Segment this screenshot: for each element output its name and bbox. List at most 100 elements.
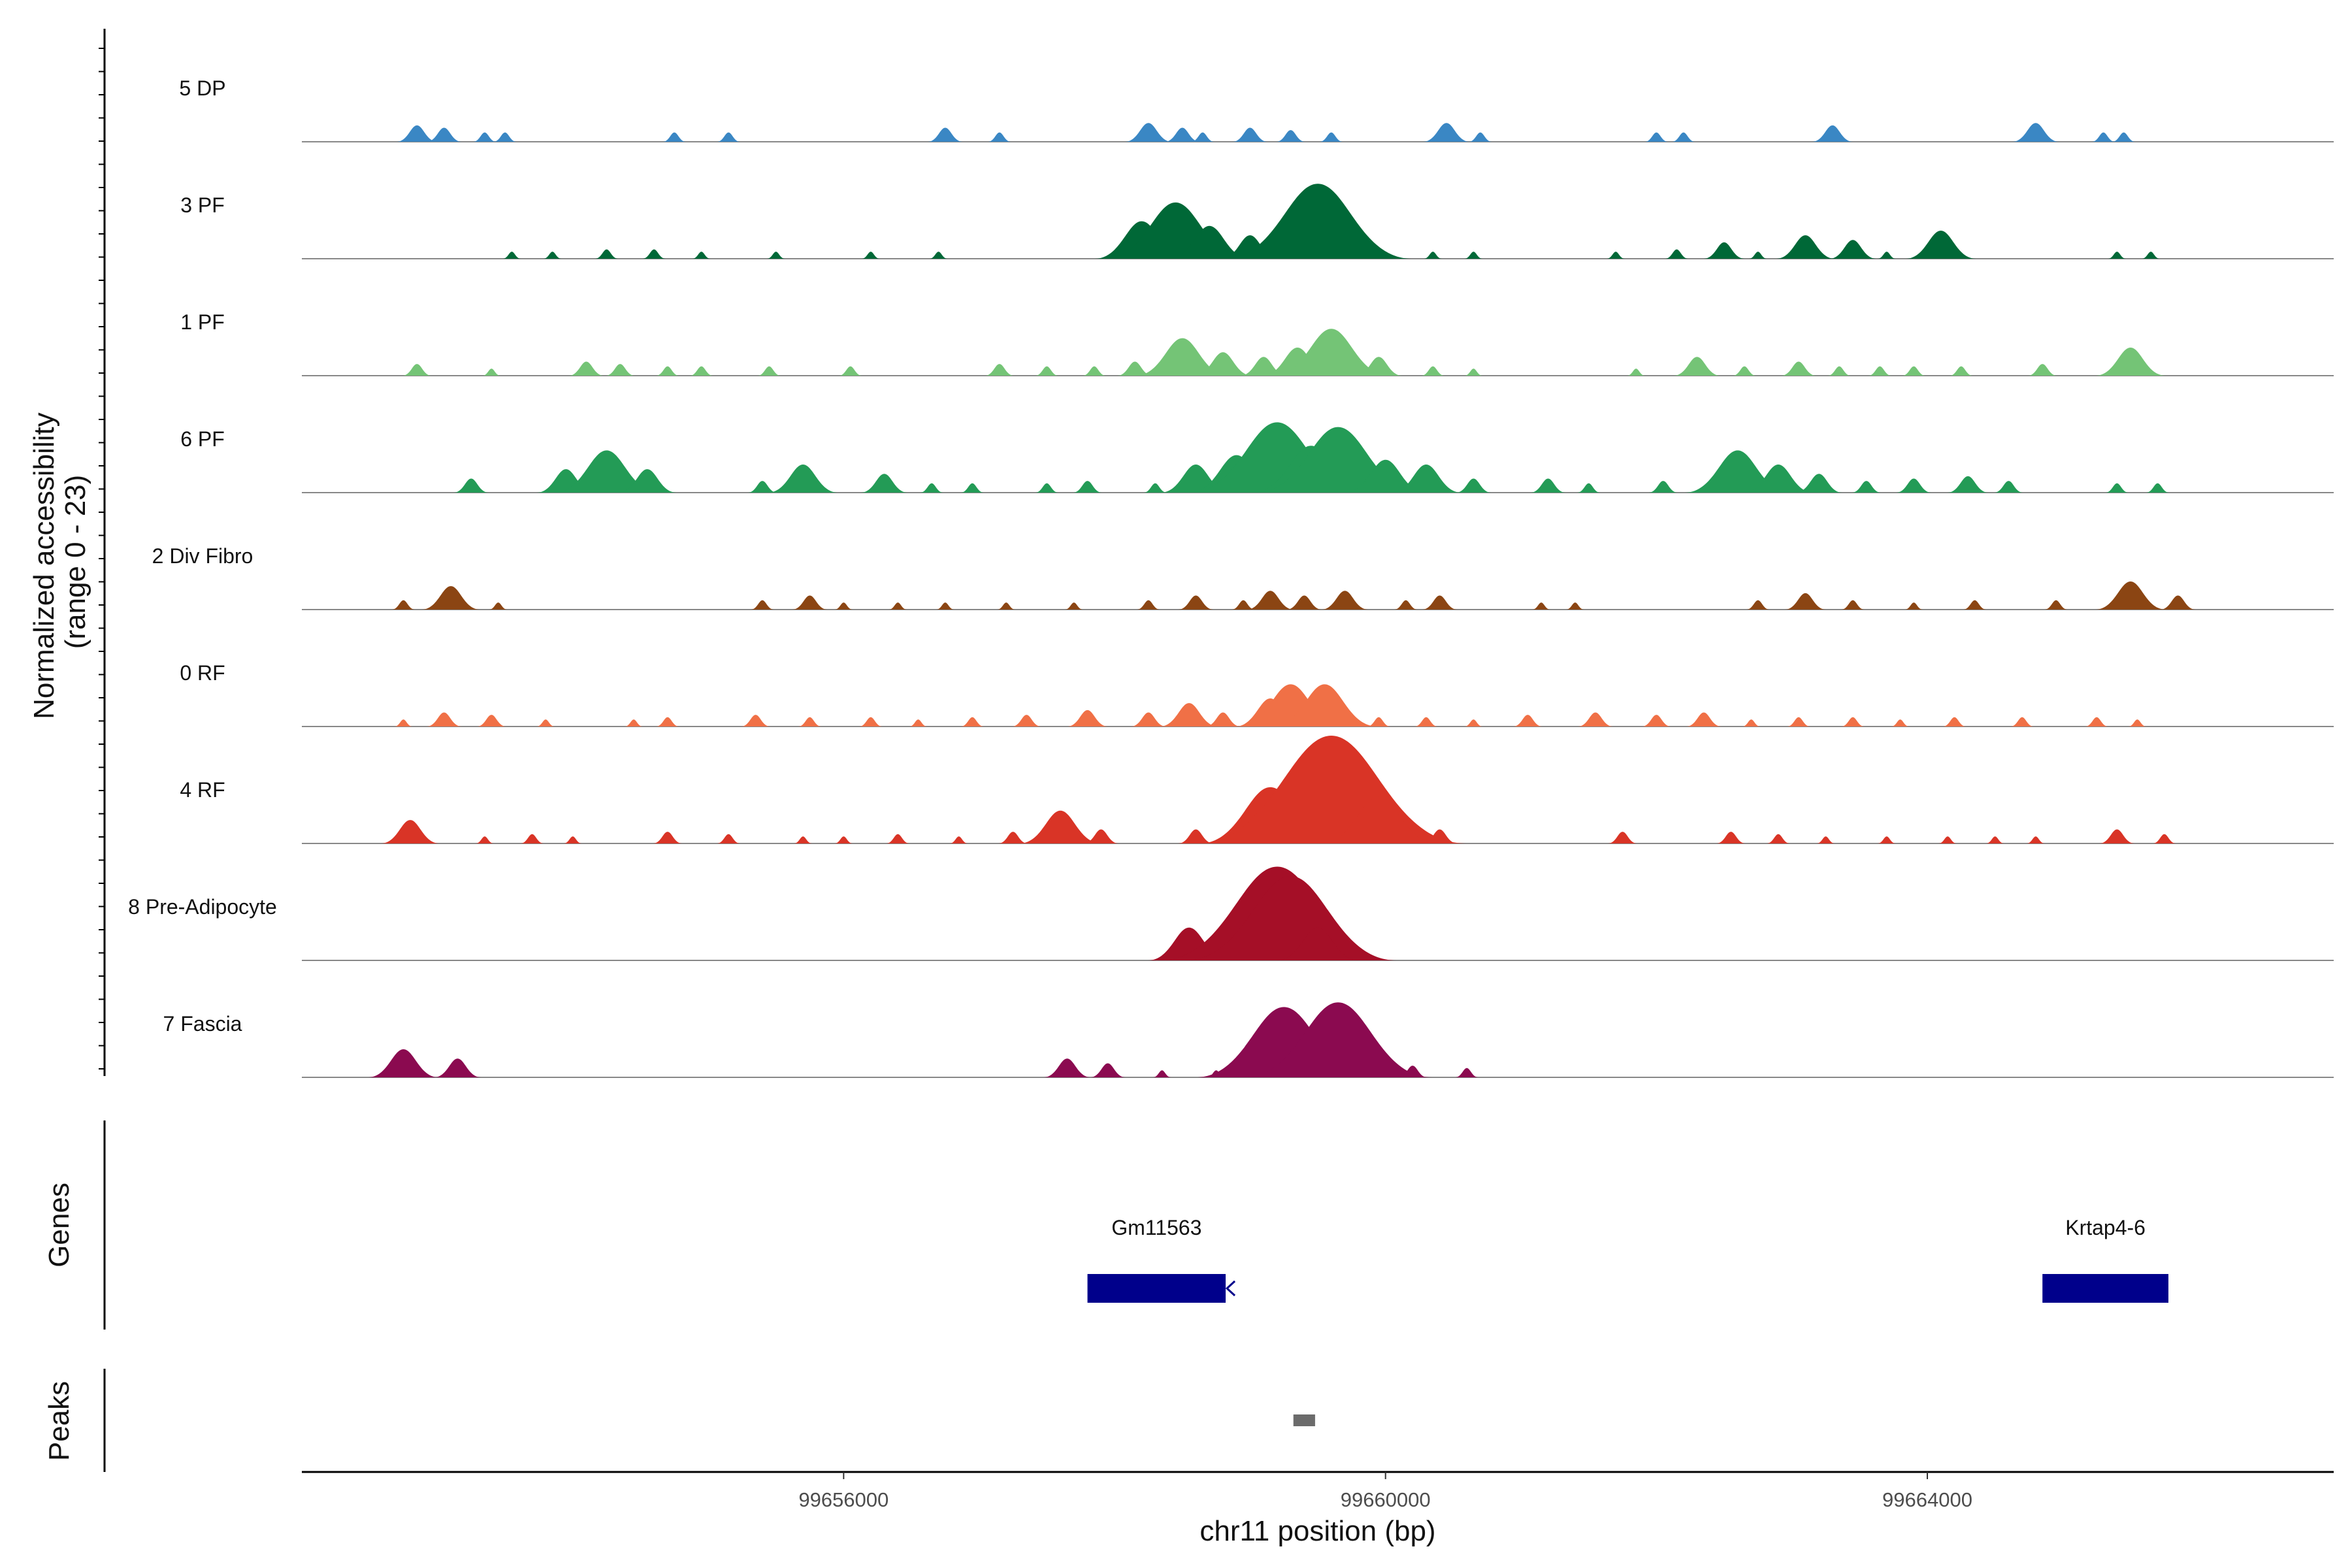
coverage-peak xyxy=(426,712,462,727)
coverage-peak xyxy=(689,366,713,376)
coverage-peak xyxy=(402,364,432,376)
coverage-peak xyxy=(1152,1070,1171,1077)
coverage-peak xyxy=(2095,581,2166,610)
coverage-peak xyxy=(2095,348,2166,376)
x-tick-label: 99660000 xyxy=(1341,1488,1431,1511)
coverage-peak xyxy=(595,249,619,259)
coverage-peak xyxy=(834,836,853,843)
coverage-peak xyxy=(1742,719,1761,727)
coverage-peak xyxy=(1852,481,1882,493)
coverage-peak xyxy=(453,478,489,493)
coverage-peak xyxy=(768,465,839,493)
track-label: 3 PF xyxy=(180,193,225,217)
gene-krtap4-6: Krtap4-6 xyxy=(2042,1216,2168,1303)
gene-label: Gm11563 xyxy=(1111,1216,1201,1239)
coverage-peak xyxy=(1938,836,1957,843)
coverage-peak xyxy=(960,483,985,493)
coverage-peak xyxy=(543,252,562,259)
coverage-peak xyxy=(927,127,963,142)
coverage-peak xyxy=(368,1049,439,1077)
track-label: 7 Fascia xyxy=(163,1012,242,1036)
coverage-peak xyxy=(1468,132,1492,142)
coverage-peak xyxy=(1135,338,1230,376)
coverage-peak xyxy=(1397,1066,1428,1077)
coverage-peak xyxy=(1064,602,1083,610)
coverage-peak xyxy=(861,252,880,259)
coverage-peak xyxy=(2026,836,2045,843)
coverage-peak xyxy=(1905,231,1976,259)
coverage-peak xyxy=(1035,483,1059,493)
coverage-peak xyxy=(1877,252,1896,259)
coverage-peak xyxy=(1090,1063,1126,1077)
coverage-peak xyxy=(1168,225,1251,259)
peak-region xyxy=(1293,1414,1315,1426)
coverage-peak xyxy=(2142,252,2161,259)
coverage-peak xyxy=(1904,602,1923,610)
coverage-peak xyxy=(1456,478,1492,493)
coverage-peak xyxy=(1947,476,1989,493)
coverage-peak xyxy=(1896,478,1932,493)
coverage-peak xyxy=(421,586,481,610)
coverage-peak xyxy=(1083,829,1119,843)
track-3-pf: 3 PF xyxy=(180,184,2334,259)
genes-track-title: Genes xyxy=(43,1183,75,1267)
coverage-peak xyxy=(1665,249,1689,259)
coverage-peak xyxy=(929,252,948,259)
coverage-peak xyxy=(1784,593,1826,610)
coverage-peak xyxy=(1232,600,1255,610)
coverage-peak xyxy=(1244,1002,1433,1077)
coverage-peak xyxy=(1455,1068,1479,1077)
track-4-rf: 4 RF xyxy=(180,736,2334,844)
coverage-peak xyxy=(860,474,908,493)
coverage-peak xyxy=(568,361,604,376)
coverage-peak xyxy=(949,836,968,843)
coverage-peak xyxy=(1232,127,1268,142)
coverage-peak xyxy=(987,132,1011,142)
coverage-peak xyxy=(1766,834,1790,843)
coverage-peak xyxy=(1178,829,1214,843)
coverage-peak xyxy=(2044,600,2068,610)
coverage-peak xyxy=(920,483,944,493)
coverage-peak xyxy=(1321,591,1369,610)
coverage-peak xyxy=(2099,829,2135,843)
track-0-rf: 0 RF xyxy=(180,661,2334,727)
coverage-peak xyxy=(653,832,683,843)
coverage-peak xyxy=(2112,132,2136,142)
coverage-peak xyxy=(1390,465,1462,493)
coverage-peak xyxy=(563,836,582,843)
coverage-peak xyxy=(1993,481,2023,493)
coverage-peak xyxy=(1178,595,1214,610)
y-axis-title-line2: (range 0 - 23) xyxy=(59,475,91,649)
coverage-peak xyxy=(692,252,711,259)
coverage-peak xyxy=(889,602,907,610)
coverage-peak xyxy=(1082,366,1106,376)
coverage-peak xyxy=(1272,329,1390,376)
coverage-peak xyxy=(1035,366,1059,376)
track-1-pf: 1 PF xyxy=(180,310,2334,376)
coverage-peak xyxy=(1787,717,1810,727)
coverage-peak xyxy=(1276,130,1305,142)
coverage-peak xyxy=(1130,712,1166,727)
coverage-peak xyxy=(1565,602,1584,610)
coverage-peak xyxy=(2108,252,2127,259)
coverage-peak xyxy=(394,719,413,727)
coverage-peak xyxy=(909,719,928,727)
coverage-peak xyxy=(1073,481,1102,493)
coverage-peak xyxy=(489,602,508,610)
coverage-peak xyxy=(1019,810,1102,843)
coverage-peak xyxy=(2027,364,2057,376)
coverage-peak xyxy=(520,834,544,843)
coverage-peak xyxy=(1067,710,1108,727)
coverage-peak xyxy=(997,602,1016,610)
coverage-peak xyxy=(391,600,416,610)
coverage-peak xyxy=(1124,123,1172,142)
coverage-peak xyxy=(1277,927,1359,960)
coverage-peak xyxy=(1319,132,1343,142)
coverage-peak xyxy=(1902,366,1926,376)
coverage-y-axis xyxy=(99,29,106,1076)
coverage-peak xyxy=(502,252,521,259)
track-2-div-fibro: 2 Div Fibro xyxy=(152,544,2334,610)
coverage-peak xyxy=(1424,252,1443,259)
coverage-peak xyxy=(1464,719,1483,727)
coverage-peak xyxy=(998,832,1028,843)
